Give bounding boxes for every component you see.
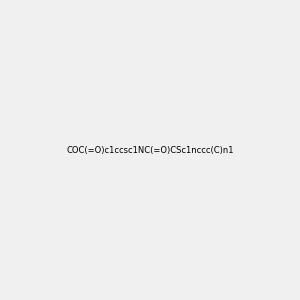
Text: COC(=O)c1ccsc1NC(=O)CSc1nccc(C)n1: COC(=O)c1ccsc1NC(=O)CSc1nccc(C)n1 (66, 146, 234, 154)
